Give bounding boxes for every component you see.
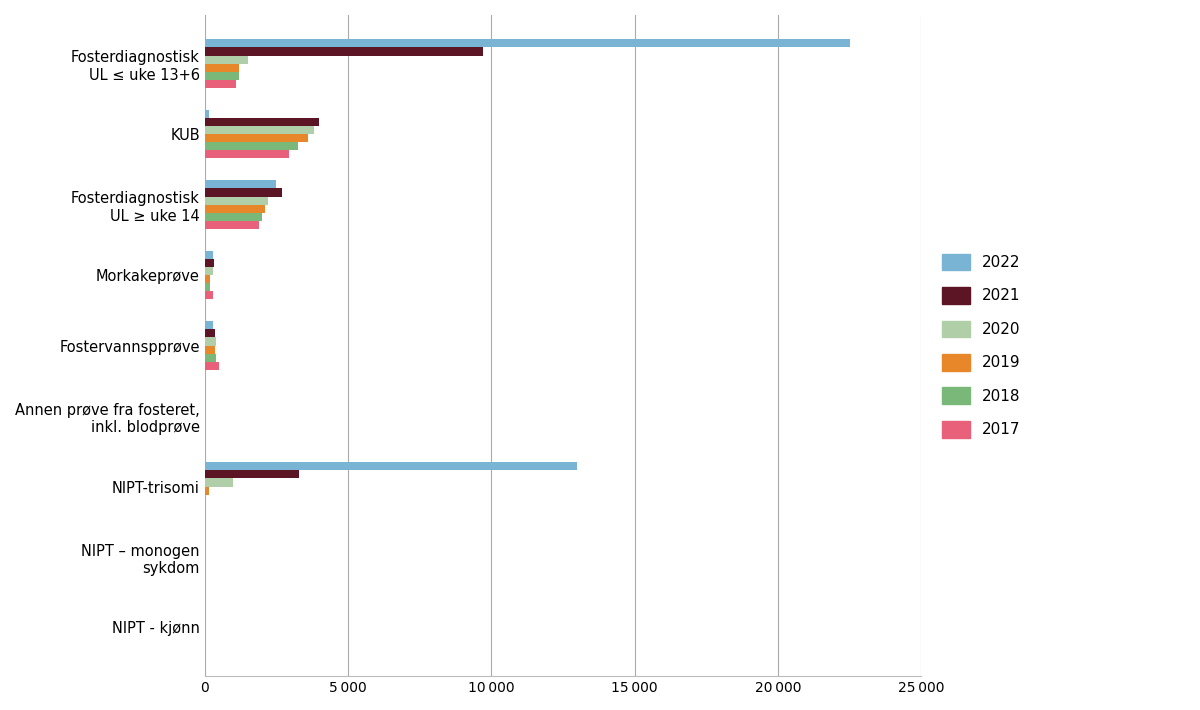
Bar xyxy=(205,337,216,346)
Bar xyxy=(205,321,212,329)
Legend: 2022, 2021, 2020, 2019, 2018, 2017: 2022, 2021, 2020, 2019, 2018, 2017 xyxy=(936,248,1027,444)
Bar xyxy=(205,291,212,300)
Bar xyxy=(205,180,276,188)
Bar xyxy=(205,197,268,204)
Bar xyxy=(205,267,214,275)
Bar xyxy=(205,110,209,118)
Bar xyxy=(205,329,215,337)
Bar xyxy=(205,55,247,64)
Bar xyxy=(205,470,299,479)
Bar xyxy=(205,188,282,197)
Bar xyxy=(205,48,482,55)
Bar xyxy=(205,479,233,486)
Bar xyxy=(205,213,262,221)
Bar xyxy=(205,486,209,495)
Bar xyxy=(205,80,236,88)
Bar xyxy=(205,259,214,267)
Bar xyxy=(205,204,265,213)
Bar xyxy=(205,283,210,291)
Bar xyxy=(205,72,239,80)
Bar xyxy=(205,118,319,126)
Bar xyxy=(205,64,239,72)
Bar xyxy=(205,251,212,259)
Bar xyxy=(205,362,218,370)
Bar xyxy=(205,346,215,354)
Bar xyxy=(205,462,577,470)
Bar xyxy=(205,142,298,151)
Bar xyxy=(205,39,850,48)
Bar xyxy=(205,126,313,134)
Bar xyxy=(205,354,216,362)
Bar xyxy=(205,134,308,142)
Bar xyxy=(205,275,210,283)
Bar xyxy=(205,221,259,229)
Bar xyxy=(205,151,289,158)
